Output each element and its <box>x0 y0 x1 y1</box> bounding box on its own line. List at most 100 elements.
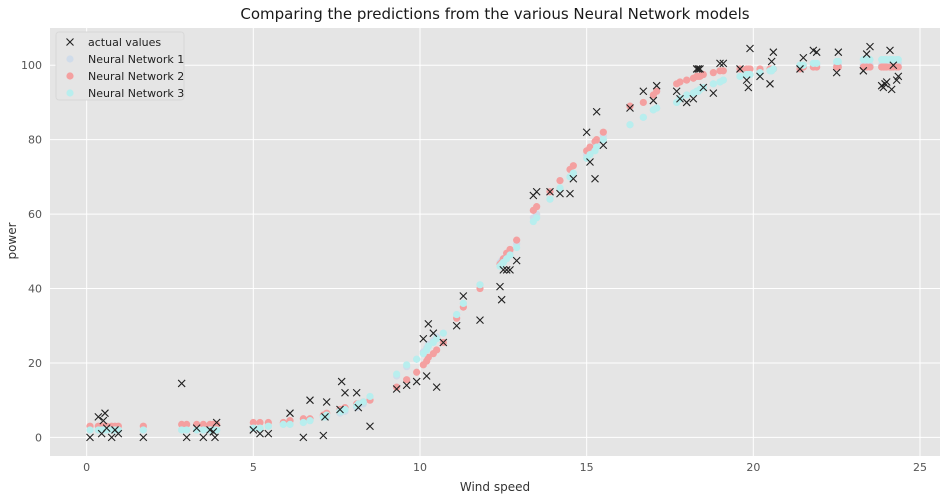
nn2-prediction-point <box>433 346 441 354</box>
actual-value-point <box>894 72 903 81</box>
nn2-prediction-point <box>513 236 521 244</box>
legend: actual values Neural Network 1 Neural Netw… <box>55 31 185 101</box>
actual-value-point <box>256 429 264 438</box>
nn2-prediction-point <box>683 76 691 84</box>
nn3-prediction-point <box>299 418 307 427</box>
nn3-prediction-point <box>653 104 661 112</box>
actual-value-point <box>626 104 634 112</box>
nn2-prediction-point <box>393 383 401 391</box>
legend-marker-x <box>66 38 74 46</box>
nn2-prediction-point <box>556 176 564 185</box>
nn3-prediction-point <box>403 361 411 369</box>
y-tick-label: 0 <box>35 431 42 444</box>
actual-value-point <box>859 66 868 75</box>
actual-value-point <box>694 65 703 73</box>
nn3-prediction-point <box>586 150 594 159</box>
nn3-prediction-point <box>424 342 432 350</box>
nn2-prediction-point <box>199 420 207 428</box>
actual-value-point <box>767 57 776 66</box>
chart-title: Comparing the predictions from the vario… <box>240 5 749 23</box>
actual-value-point <box>569 174 578 183</box>
nn3-prediction-point <box>756 69 764 77</box>
y-axis-label: power <box>5 222 19 259</box>
actual-value-point <box>432 383 441 392</box>
actual-value-point <box>652 81 661 90</box>
actual-value-point <box>182 433 191 442</box>
y-tick-label: 80 <box>28 134 42 147</box>
nn3-prediction-point <box>264 422 272 430</box>
actual-value-point <box>512 256 521 265</box>
nn2-prediction-point <box>599 128 607 136</box>
actual-value-point <box>886 46 894 55</box>
actual-value-point <box>319 431 328 440</box>
nn3-prediction-point <box>569 169 577 177</box>
x-tick-label: 0 <box>83 461 90 474</box>
actual-value-point <box>744 83 753 92</box>
actual-value-point <box>322 398 331 406</box>
actual-value-point <box>866 42 874 51</box>
actual-value-point <box>591 174 599 183</box>
nn3-prediction-point <box>249 424 257 432</box>
nn2-prediction-point <box>746 65 754 73</box>
nn3-prediction-point <box>433 335 441 343</box>
actual-value-point <box>321 413 329 421</box>
actual-value-point <box>402 381 411 390</box>
actual-value-point <box>299 433 308 442</box>
legend-marker-circle <box>66 72 74 80</box>
nn2-prediction-point <box>586 143 594 151</box>
actual-value-point <box>336 405 344 414</box>
nn2-prediction-point <box>834 63 842 71</box>
actual-value-point <box>882 78 891 86</box>
nn3-prediction-point <box>193 426 201 434</box>
nn3-prediction-point <box>736 72 744 80</box>
actual-value-point <box>719 59 728 68</box>
nn3-prediction-point <box>213 426 221 434</box>
actual-value-point <box>799 53 808 62</box>
nn3-prediction-point <box>453 310 461 319</box>
legend-label: Neural Network 1 <box>88 53 184 66</box>
nn3-prediction-point <box>556 184 564 192</box>
actual-value-point <box>211 433 219 442</box>
actual-value-point <box>306 396 314 405</box>
nn3-prediction-point <box>86 426 94 434</box>
actual-value-point <box>546 187 554 196</box>
actual-value-point <box>672 87 681 96</box>
actual-value-point <box>459 292 468 300</box>
nn3-prediction-point <box>709 80 717 88</box>
axis-ticks: 0 5 10 15 20 25 0 20 40 60 80 100 <box>21 59 927 474</box>
nn2-prediction-point <box>709 69 717 77</box>
actual-value-point <box>107 433 116 442</box>
actual-value-point <box>566 189 574 198</box>
legend-label: Neural Network 2 <box>88 70 184 83</box>
nn3-prediction-point <box>513 243 521 252</box>
actual-value-point <box>341 388 349 397</box>
actual-value-point <box>832 68 841 77</box>
actual-value-point <box>834 48 843 57</box>
nn3-prediction-point <box>114 426 122 434</box>
nn3-prediction-point <box>459 299 467 308</box>
legend-marker-circle <box>66 55 74 63</box>
nn3-prediction-point <box>593 143 601 151</box>
actual-value-point <box>766 79 774 88</box>
nn3-prediction-point <box>183 426 191 434</box>
nn3-prediction-point <box>769 65 777 73</box>
nn3-prediction-point <box>626 121 634 129</box>
nn3-prediction-point <box>366 392 374 401</box>
nn2-prediction-point <box>719 67 727 75</box>
nn3-prediction-point <box>286 420 294 428</box>
x-tick-label: 10 <box>413 461 427 474</box>
nn3-prediction-point <box>279 420 287 428</box>
actual-value-point <box>506 266 514 274</box>
actual-value-point <box>286 409 294 418</box>
actual-value-point <box>422 372 431 380</box>
actual-value-point <box>114 429 123 438</box>
actual-value-point <box>502 266 511 274</box>
nn3-prediction-point <box>439 329 447 337</box>
nn3-prediction-point <box>393 370 401 378</box>
actual-value-point <box>101 409 109 418</box>
actual-value-point <box>94 413 103 421</box>
nn3-prediction-point <box>746 70 754 79</box>
actual-value-point <box>424 319 433 328</box>
nn3-prediction-point <box>306 417 314 425</box>
